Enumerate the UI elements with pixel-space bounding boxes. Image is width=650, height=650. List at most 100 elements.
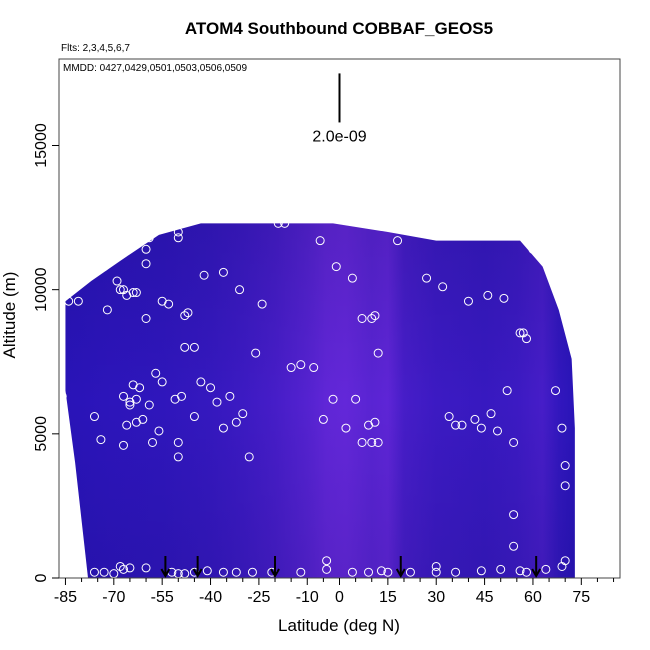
observation-point-34 [212,397,222,407]
observation-point-61 [141,314,151,323]
observation-point-17 [148,437,157,447]
observation-point-52 [373,437,383,447]
observation-point-85 [463,296,473,306]
observation-point-129 [431,561,441,571]
observation-point-130 [431,567,441,577]
x-tick-label-8: 30 [427,589,445,606]
flight-arrow-head-0 [160,568,171,578]
observation-point-116 [202,566,212,576]
observation-point-67 [199,270,209,280]
observation-point-48 [357,437,367,447]
observation-point-42 [296,360,306,370]
flight-arrow-head-2 [270,568,280,578]
observation-point-122 [322,556,332,566]
observation-point-29 [180,342,190,352]
x-tick-label-2: -55 [151,589,174,606]
observation-point-119 [247,567,257,577]
observation-point-86 [470,414,480,424]
dates-label: MMDD: 0427,0429,0501,0503,0506,0509 [63,63,247,74]
flight-arrow-4 [531,556,542,578]
y-tick-label-3: 15000 [33,123,50,168]
x-tick-label-6: 0 [335,589,344,606]
y-tick-label-1: 5000 [33,416,50,452]
heatmap-field-shade [65,223,575,578]
observation-point-73 [315,236,325,246]
observation-point-101 [551,386,561,396]
observation-point-65 [173,233,183,243]
observation-point-74 [331,262,341,272]
observation-point-24 [173,437,183,447]
observation-point-124 [347,567,357,577]
observation-point-132 [476,566,486,576]
observation-point-9 [125,400,135,410]
observation-point-95 [509,541,519,551]
flight-arrows [160,556,542,578]
observation-point-4 [96,435,106,445]
observation-point-125 [364,567,374,577]
observation-point-83 [451,420,461,430]
flight-arrow-0 [160,556,171,578]
observation-point-84 [457,420,467,430]
observation-point-123 [322,564,332,574]
y-tick-label-0: 0 [33,573,50,582]
observation-point-44 [318,414,328,424]
observation-point-38 [238,409,248,419]
observation-point-111 [141,563,151,573]
observation-point-105 [89,567,99,577]
observation-point-66 [173,227,183,237]
observation-point-102 [557,423,567,433]
observation-point-3 [89,412,99,422]
observation-point-0 [59,391,67,401]
observation-point-25 [173,452,183,462]
observation-point-19 [154,426,164,436]
x-tick-label-11: 75 [572,589,590,606]
observation-point-99 [528,244,538,254]
observation-point-69 [235,285,245,295]
x-tick-label-10: 60 [524,589,542,606]
observation-point-81 [438,282,448,292]
observation-point-128 [405,567,415,577]
y-tick-label-2: 10000 [33,267,50,312]
observation-point-88 [483,290,493,300]
flight-arrow-head-1 [192,568,203,578]
observation-point-41 [286,363,296,373]
observation-point-53 [373,348,383,358]
observation-point-136 [541,564,551,574]
observation-point-127 [383,567,393,577]
observation-point-80 [422,273,432,283]
x-tick-label-9: 45 [476,589,494,606]
observation-point-87 [476,423,486,433]
observation-point-39 [244,452,254,462]
x-tick-label-5: -10 [296,589,319,606]
flight-arrow-head-4 [531,568,542,578]
chart-title: ATOM4 Southbound COBBAF_GEOS5 [185,19,493,38]
observation-point-56 [115,285,125,295]
observation-point-46 [341,423,351,433]
observation-point-100 [534,244,544,254]
observation-point-126 [376,566,386,576]
observation-point-27 [180,311,190,321]
observation-point-138 [560,556,570,566]
observation-point-108 [115,561,125,571]
flight-arrow-2 [270,556,280,578]
observation-point-82 [444,412,454,422]
observation-point-12 [131,394,141,404]
observation-point-20 [157,377,167,387]
y-axis-label: Altitude (m) [0,272,19,359]
observation-point-104 [560,481,570,491]
plot-area [59,218,575,578]
observation-point-14 [135,383,145,393]
scale-bar-label: 2.0e-09 [312,128,366,145]
observation-point-72 [280,218,290,228]
observation-point-93 [509,437,519,447]
observation-point-26 [177,391,187,401]
x-tick-label-4: -25 [247,589,270,606]
observation-point-62 [141,259,151,269]
observation-point-75 [347,273,357,283]
observation-point-31 [189,412,199,422]
observation-point-117 [218,567,228,577]
observation-point-16 [144,400,154,410]
x-tick-label-0: -85 [54,589,77,606]
observation-point-40 [251,348,261,358]
observation-point-134 [515,566,525,576]
